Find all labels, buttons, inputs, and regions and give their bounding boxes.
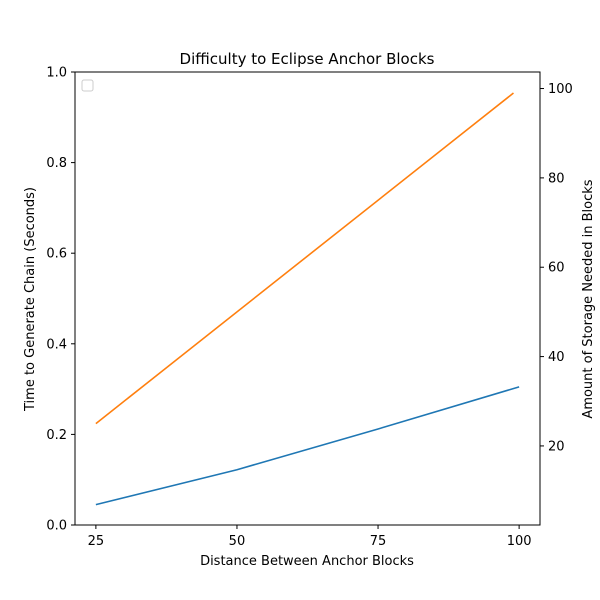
y-axis-left: 0.0 0.2 0.4 0.6 0.8 1.0 bbox=[46, 66, 75, 534]
y-left-tick-label: 0.8 bbox=[46, 156, 67, 171]
y-left-tick-label: 0.0 bbox=[46, 519, 67, 534]
y-axis-right-label: Amount of Storage Needed in Blocks bbox=[581, 179, 596, 418]
y-right-tick-label: 80 bbox=[548, 171, 565, 186]
chart-title: Difficulty to Eclipse Anchor Blocks bbox=[180, 50, 435, 68]
x-axis-label: Distance Between Anchor Blocks bbox=[200, 554, 414, 569]
y-axis-left-label: Time to Generate Chain (Seconds) bbox=[23, 187, 38, 412]
x-tick-label: 75 bbox=[370, 534, 387, 549]
y-axis-right: 20 40 60 80 100 bbox=[540, 82, 573, 454]
x-axis: 25 50 75 100 bbox=[88, 525, 532, 549]
y-right-tick-label: 20 bbox=[548, 439, 565, 454]
y-right-tick-label: 100 bbox=[548, 82, 573, 97]
plot-frame bbox=[74, 71, 541, 526]
series-line-1 bbox=[95, 386, 520, 506]
series-layer bbox=[95, 92, 520, 506]
legend-box bbox=[81, 79, 94, 92]
y-right-tick-label: 40 bbox=[548, 350, 565, 365]
x-tick-label: 100 bbox=[507, 534, 532, 549]
series-line-2 bbox=[95, 92, 514, 425]
y-right-tick-label: 60 bbox=[548, 261, 565, 276]
y-left-tick-label: 1.0 bbox=[46, 66, 67, 81]
y-left-tick-label: 0.4 bbox=[46, 337, 67, 352]
x-tick-label: 25 bbox=[88, 534, 105, 549]
y-left-tick-label: 0.6 bbox=[46, 247, 67, 262]
y-left-tick-label: 0.2 bbox=[46, 428, 67, 443]
x-tick-label: 50 bbox=[229, 534, 246, 549]
